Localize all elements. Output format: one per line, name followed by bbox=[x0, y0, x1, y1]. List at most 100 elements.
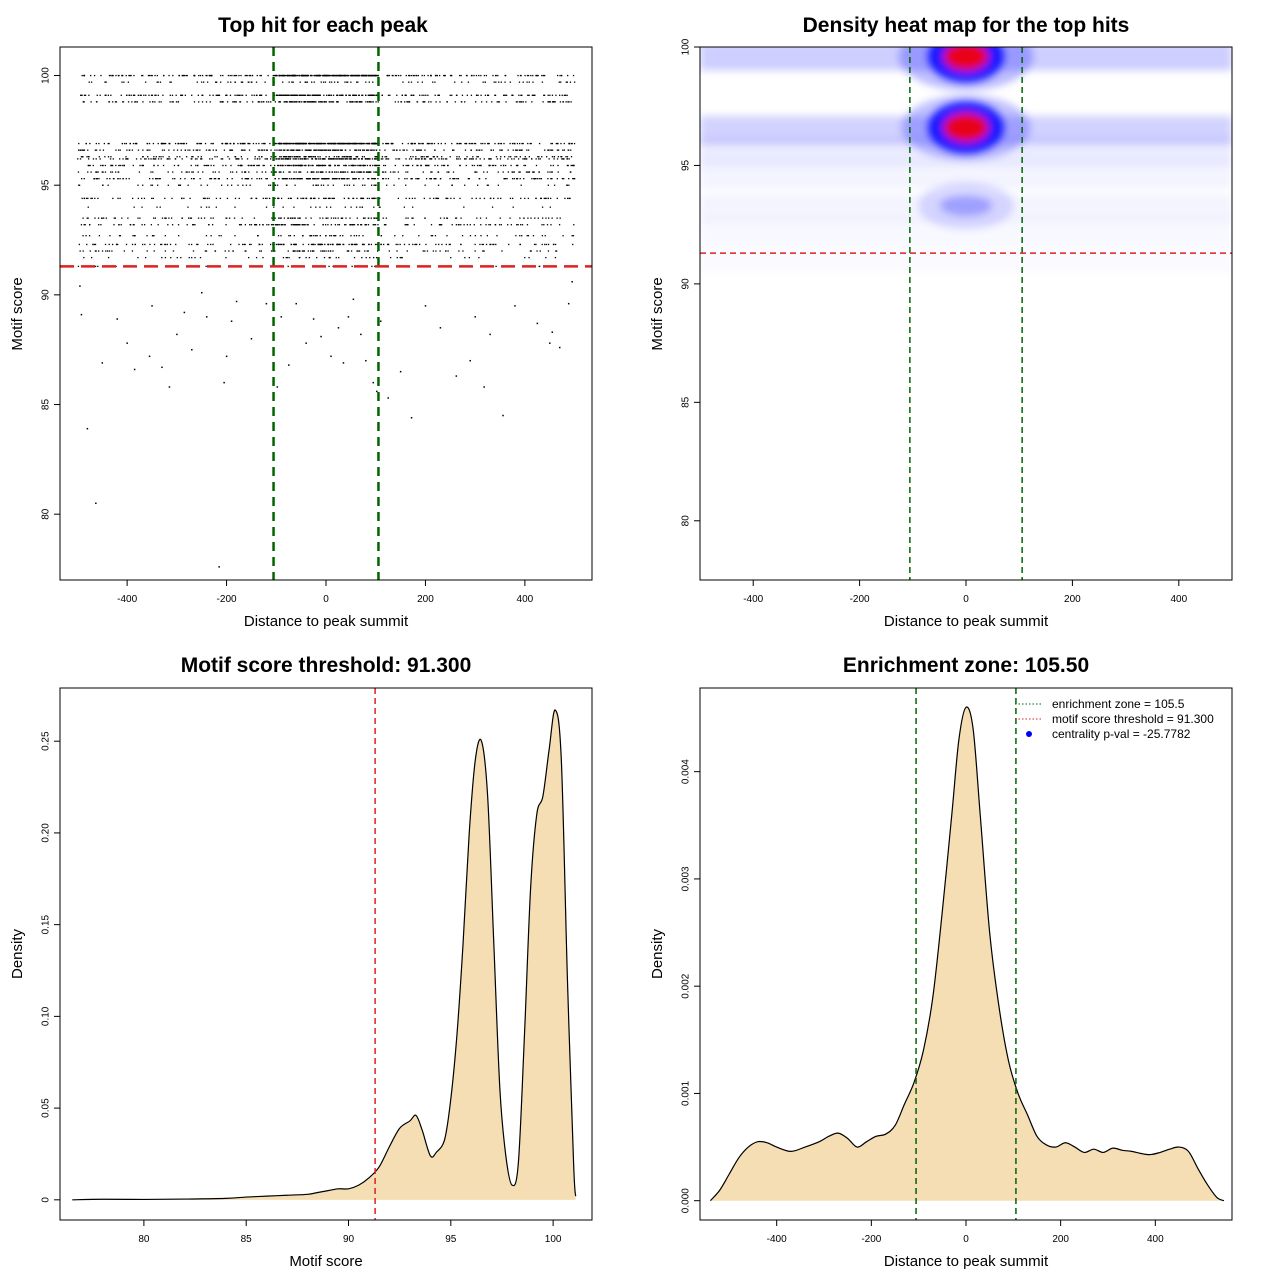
scatter-point bbox=[538, 142, 541, 145]
scatter-point bbox=[92, 243, 94, 246]
scatter-point bbox=[285, 158, 287, 160]
scatter-point bbox=[364, 158, 367, 160]
scatter-point bbox=[371, 197, 373, 200]
scatter-point bbox=[380, 235, 383, 237]
scatter-point bbox=[433, 178, 436, 180]
scatter-point bbox=[347, 158, 349, 160]
scatter-point bbox=[339, 158, 341, 160]
scatter-point bbox=[552, 164, 554, 167]
scatter-point bbox=[168, 74, 170, 77]
scatter-point bbox=[125, 156, 127, 158]
scatter-point bbox=[278, 142, 280, 145]
scatter-point bbox=[303, 158, 306, 160]
scatter-point bbox=[257, 149, 259, 151]
scatter-point bbox=[407, 101, 409, 103]
scatter-point bbox=[116, 243, 119, 246]
scatter-point bbox=[177, 224, 180, 226]
scatter-point bbox=[499, 149, 501, 151]
scatter-point bbox=[318, 164, 320, 167]
scatter-point bbox=[494, 94, 496, 96]
scatter-point bbox=[557, 156, 560, 158]
scatter-point bbox=[147, 156, 149, 158]
scatter-point bbox=[221, 158, 224, 160]
scatter-point bbox=[203, 81, 205, 83]
y-tick-label: 0.20 bbox=[41, 823, 52, 843]
scatter-point bbox=[286, 178, 288, 180]
scatter-point bbox=[259, 94, 262, 96]
scatter-point bbox=[338, 142, 341, 145]
scatter-point bbox=[197, 94, 200, 96]
scatter-point bbox=[137, 217, 139, 219]
scatter-point bbox=[535, 243, 537, 246]
scatter-point bbox=[298, 142, 300, 145]
scatter-point bbox=[151, 94, 154, 96]
scatter-point bbox=[394, 171, 396, 173]
scatter-point bbox=[177, 235, 180, 237]
scatter-point bbox=[416, 101, 418, 103]
scatter-point bbox=[353, 158, 355, 160]
scatter-point bbox=[432, 81, 434, 83]
scatter-point bbox=[120, 224, 122, 226]
scatter-point bbox=[251, 81, 253, 83]
scatter-point bbox=[325, 197, 327, 200]
scatter-point bbox=[493, 197, 495, 200]
scatter-point bbox=[250, 224, 253, 226]
scatter-point bbox=[307, 158, 309, 160]
scatter-point bbox=[554, 243, 557, 246]
scatter-point bbox=[555, 250, 557, 252]
scatter-point bbox=[386, 243, 389, 246]
scatter-point bbox=[514, 142, 516, 145]
scatter-point bbox=[337, 327, 340, 329]
scatter-point bbox=[313, 250, 315, 252]
scatter-point bbox=[407, 142, 409, 145]
scatter-point bbox=[324, 149, 327, 151]
scatter-point bbox=[86, 217, 88, 219]
scatter-point bbox=[113, 224, 115, 226]
scatter-point bbox=[354, 164, 356, 167]
scatter-point bbox=[134, 94, 136, 96]
scatter-point bbox=[166, 243, 168, 246]
scatter-point bbox=[415, 156, 417, 158]
scatter-point bbox=[293, 235, 295, 237]
scatter-point bbox=[135, 158, 138, 160]
scatter-point bbox=[488, 164, 490, 167]
scatter-point bbox=[294, 243, 296, 246]
panel-1-title: Top hit for each peak bbox=[218, 14, 428, 37]
scatter-point bbox=[353, 164, 355, 167]
scatter-point bbox=[155, 156, 157, 158]
scatter-point bbox=[338, 256, 340, 259]
scatter-point bbox=[386, 184, 388, 186]
scatter-point bbox=[394, 101, 396, 103]
scatter-point bbox=[333, 156, 335, 158]
scatter-point bbox=[291, 101, 294, 103]
scatter-point bbox=[412, 94, 414, 96]
scatter-point bbox=[407, 171, 409, 173]
scatter-point bbox=[563, 158, 565, 160]
scatter-point bbox=[344, 81, 346, 83]
scatter-point bbox=[301, 94, 304, 96]
scatter-point bbox=[427, 164, 429, 167]
scatter-point bbox=[348, 164, 350, 167]
scatter-point bbox=[262, 197, 264, 200]
scatter-point bbox=[406, 101, 408, 103]
scatter-point bbox=[413, 142, 416, 145]
scatter-point bbox=[369, 149, 371, 151]
scatter-point bbox=[524, 156, 526, 158]
scatter-point bbox=[397, 197, 400, 200]
scatter-point bbox=[490, 197, 492, 200]
scatter-point bbox=[295, 156, 297, 158]
scatter-point bbox=[445, 250, 447, 252]
scatter-point bbox=[179, 156, 181, 158]
scatter-point bbox=[282, 74, 284, 77]
scatter-point bbox=[201, 74, 204, 77]
scatter-point bbox=[368, 178, 370, 180]
heatmap-core bbox=[940, 195, 992, 216]
scatter-point bbox=[418, 243, 421, 246]
scatter-point bbox=[470, 94, 473, 96]
scatter-point bbox=[546, 224, 549, 226]
scatter-point bbox=[242, 243, 244, 246]
scatter-point bbox=[149, 149, 151, 151]
scatter-point bbox=[367, 142, 369, 145]
scatter-point bbox=[197, 171, 199, 173]
